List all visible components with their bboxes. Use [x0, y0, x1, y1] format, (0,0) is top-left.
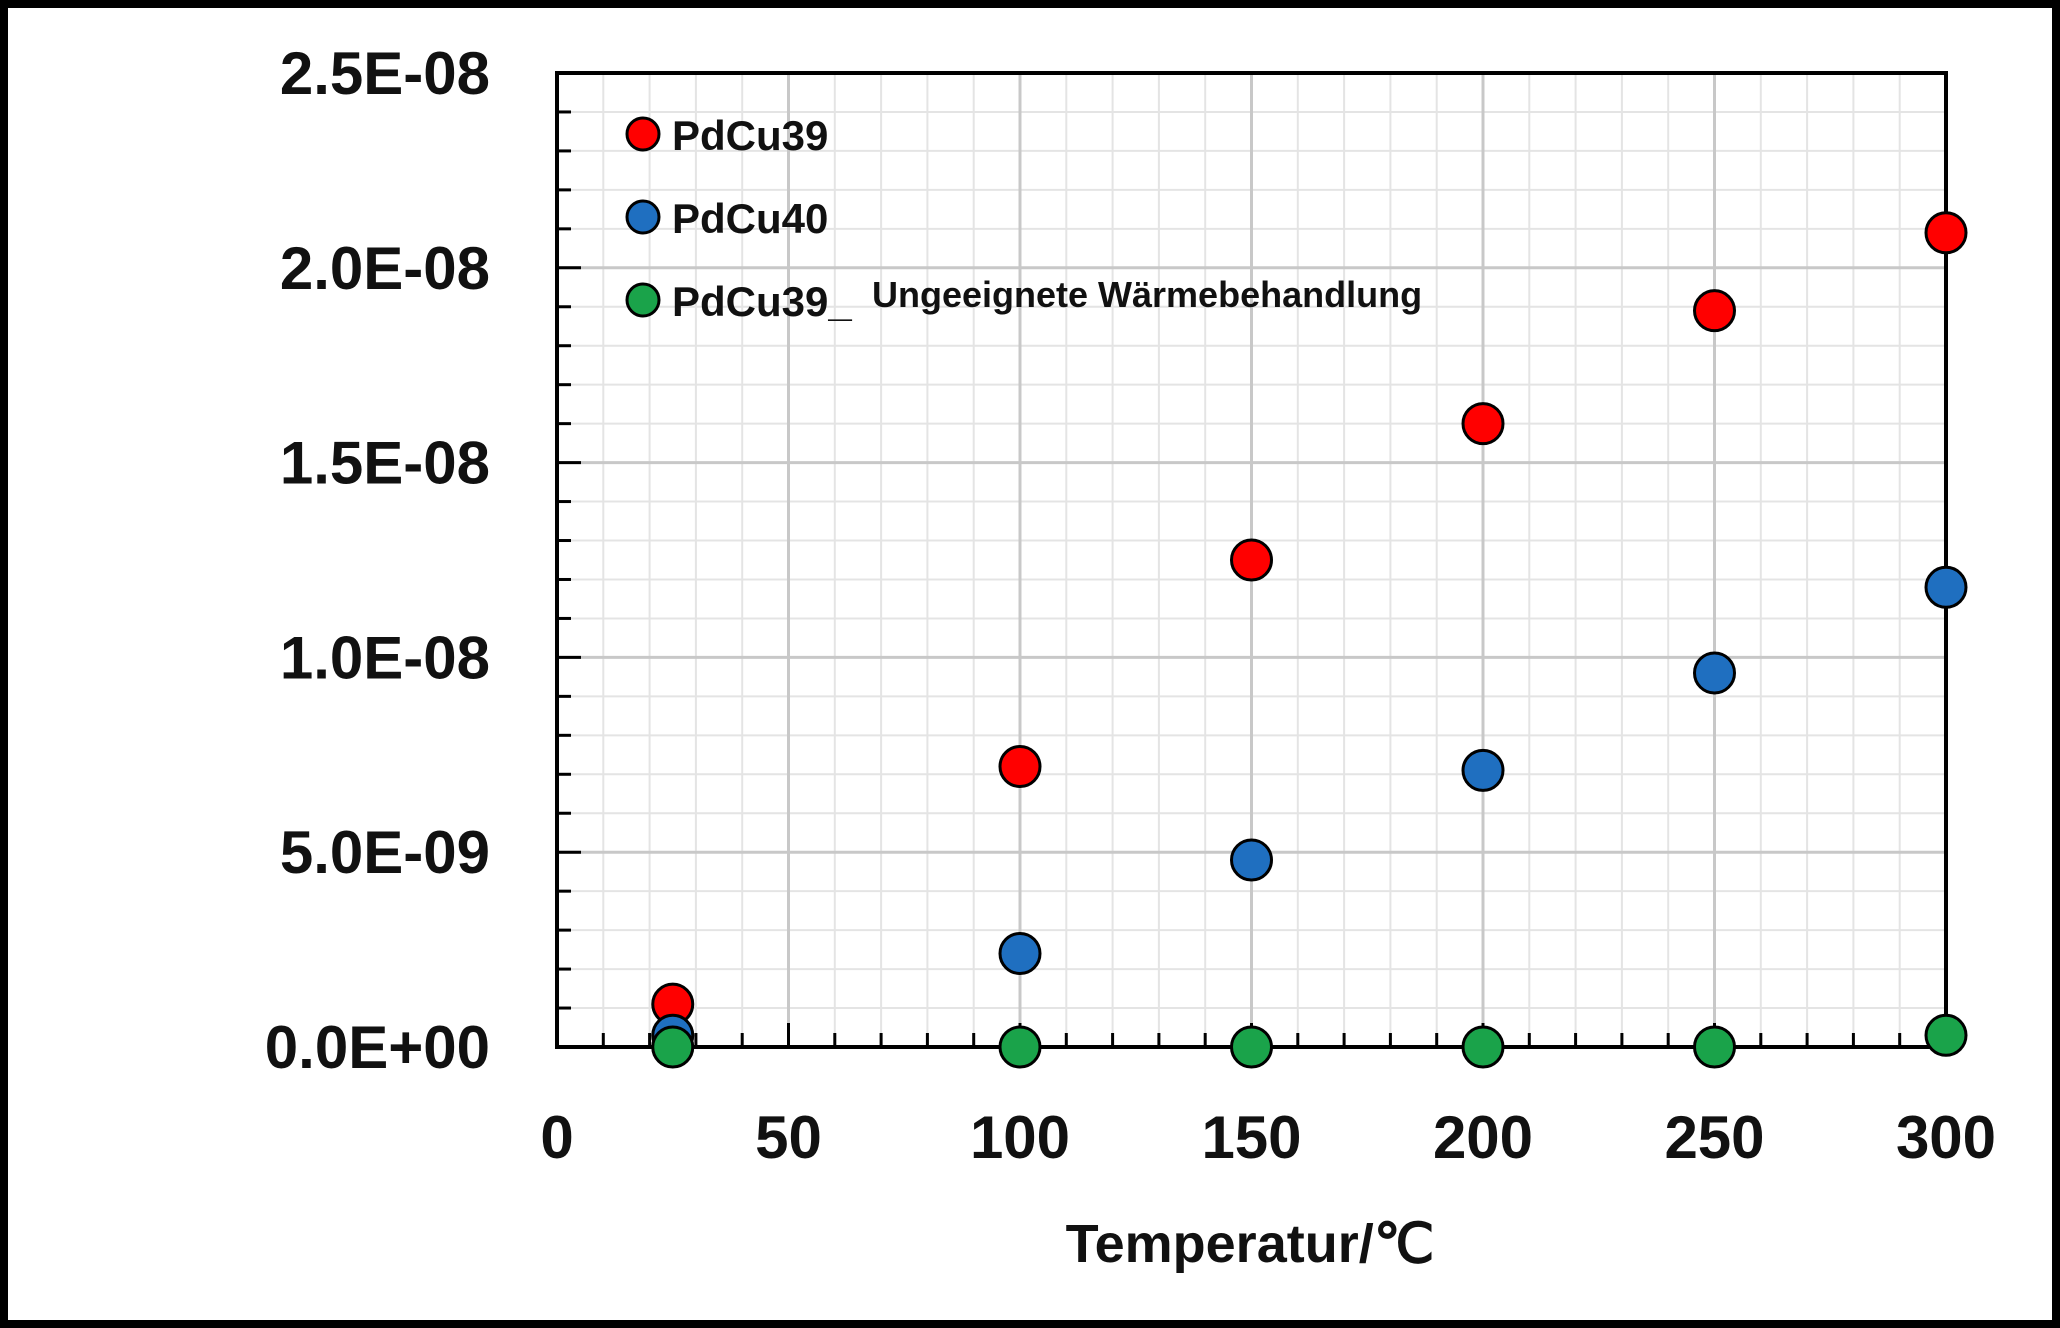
- legend-marker-pdcu39-ungeeignet: [625, 282, 661, 318]
- point-pdcu40: [1461, 748, 1505, 792]
- legend: PdCu39 PdCu40 PdCu39_ Ungeeignete Wärmeb…: [625, 112, 1422, 325]
- point-pdcu39-ungeeignet: [1230, 1025, 1273, 1069]
- legend-label-pdcu39-suffix: Ungeeignete Wärmebehandlung: [872, 274, 1422, 315]
- y-tick-label: 0.0E+00: [265, 1014, 490, 1081]
- point-pdcu39-ungeeignet: [1693, 1025, 1736, 1069]
- x-tick-label: 50: [755, 1104, 822, 1171]
- y-tick-label: 2.5E-08: [280, 40, 490, 107]
- point-pdcu40: [1693, 651, 1736, 695]
- y-tick-label: 5.0E-09: [280, 819, 490, 886]
- point-pdcu39-ungeeignet: [998, 1025, 1042, 1069]
- x-tick-label: 250: [1664, 1104, 1764, 1171]
- legend-marker-pdcu40: [625, 199, 661, 235]
- x-tick-label: 100: [970, 1104, 1070, 1171]
- legend-label-pdcu40: PdCu40: [672, 195, 828, 242]
- y-tick-labels: 0.0E+00 5.0E-09 1.0E-08 1.5E-08 2.0E-08 2.5E-…: [265, 40, 490, 1081]
- y-tick-label: 2.0E-08: [280, 235, 490, 302]
- point-pdcu39: [1693, 289, 1736, 333]
- point-pdcu39-ungeeignet: [1461, 1025, 1505, 1069]
- legend-marker-pdcu39: [625, 116, 661, 152]
- x-tick-label: 200: [1433, 1104, 1533, 1171]
- x-tick-label: 0: [540, 1104, 573, 1171]
- point-pdcu39-ungeeignet: [1924, 1013, 1968, 1057]
- point-pdcu40: [1924, 565, 1968, 609]
- data-points: [651, 211, 1968, 1069]
- point-pdcu39: [998, 744, 1042, 788]
- x-tick-labels: 0 50 100 150 200 250 300: [540, 1104, 1996, 1171]
- legend-label-pdcu39: PdCu39: [672, 112, 828, 159]
- y-tick-label: 1.0E-08: [280, 624, 490, 691]
- x-axis-title: Temperatur/℃: [1066, 1214, 1435, 1274]
- point-pdcu39: [1461, 402, 1505, 446]
- point-pdcu40: [998, 931, 1042, 975]
- point-pdcu40: [1230, 838, 1273, 882]
- point-pdcu39: [1924, 211, 1968, 255]
- x-tick-label: 150: [1201, 1104, 1301, 1171]
- legend-label-pdcu39-prefix: PdCu39_: [672, 278, 852, 325]
- point-pdcu39: [1230, 538, 1273, 582]
- point-pdcu39-ungeeignet: [651, 1025, 695, 1069]
- y-tick-label: 1.5E-08: [280, 430, 490, 497]
- x-tick-label: 300: [1896, 1104, 1996, 1171]
